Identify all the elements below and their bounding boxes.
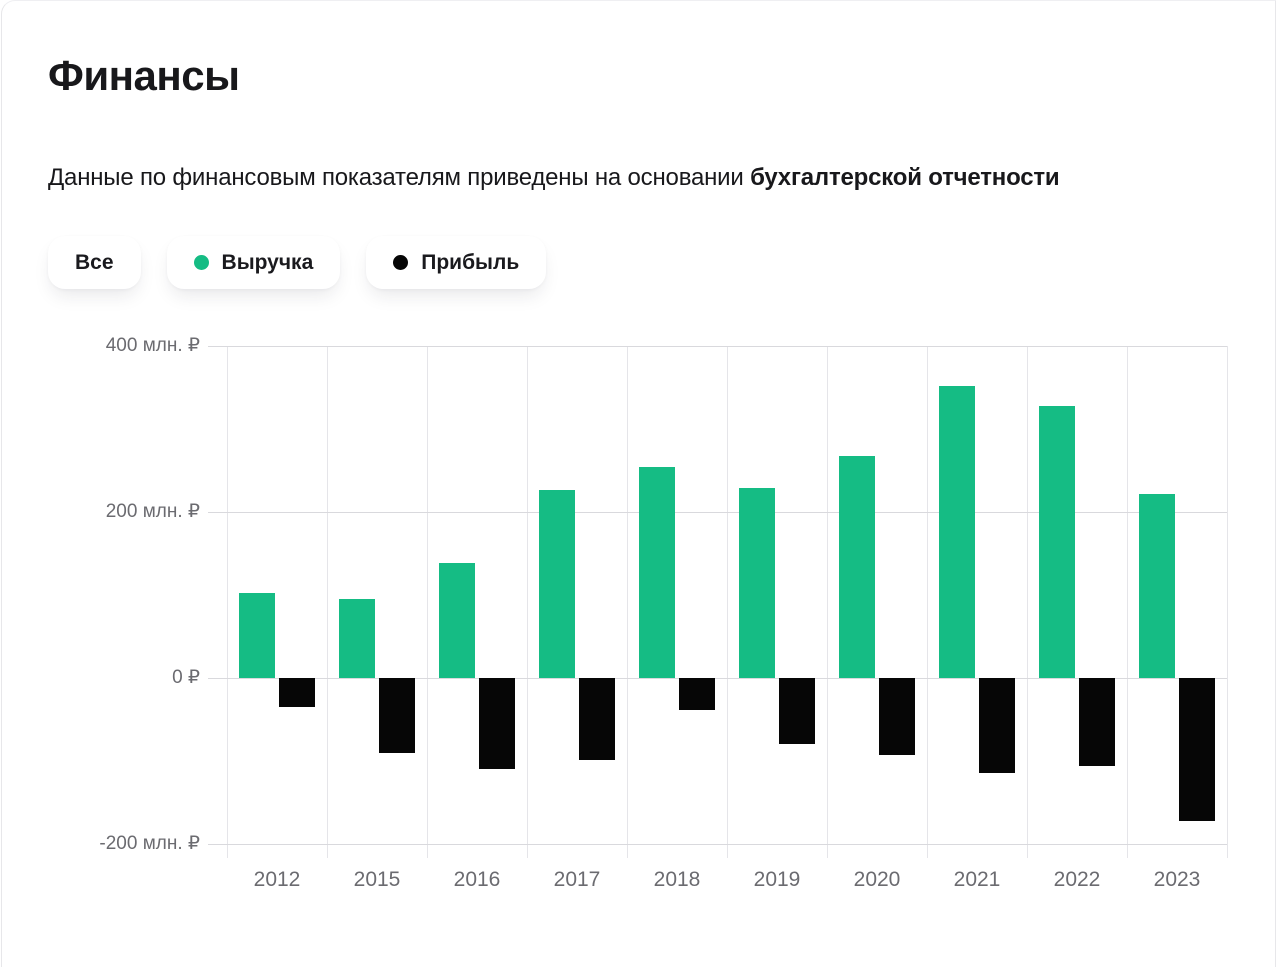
vertical-gridline [227,346,228,858]
filter-button-label: Выручка [221,250,314,274]
horizontal-gridline-400 [208,346,1227,347]
finance-bar-chart: 400 млн. ₽ 200 млн. ₽ 0 ₽ -200 млн. ₽ 2012 2… [99,335,1228,891]
horizontal-gridline-200 [208,512,1227,513]
bar-profit-2022[interactable] [1079,678,1115,766]
vertical-gridline [1227,346,1228,858]
bar-revenue-2022[interactable] [1039,405,1075,678]
bar-revenue-2012[interactable] [239,593,275,678]
vertical-gridline [827,346,828,858]
bar-profit-2012[interactable] [279,678,315,708]
filter-buttons-row: Все Выручка Прибыль [48,236,547,289]
revenue-legend-dot-icon [193,255,209,270]
page-title: Финансы [48,52,240,99]
filter-button-all[interactable]: Все [48,236,141,289]
bar-revenue-2021[interactable] [939,385,975,678]
bar-profit-2018[interactable] [679,678,715,710]
vertical-gridline [1027,346,1028,858]
subtitle-text: Данные по финансовым показателям приведе… [48,164,751,191]
vertical-gridline [927,346,928,858]
filter-button-label: Все [75,250,114,274]
x-tick-label-2021: 2021 [953,868,1001,891]
bar-profit-2023[interactable] [1179,678,1215,821]
subtitle-bold-text: бухгалтерской отчетности [750,164,1060,191]
bar-revenue-2018[interactable] [639,467,675,678]
x-tick-label-2016: 2016 [453,868,501,891]
x-tick-label-2022: 2022 [1053,868,1101,891]
bar-profit-2017[interactable] [579,678,615,761]
bar-revenue-2015[interactable] [339,599,375,678]
bar-profit-2021[interactable] [979,678,1015,773]
x-tick-label-2023: 2023 [1153,868,1201,891]
vertical-gridline [1127,346,1128,858]
x-tick-label-2012: 2012 [253,868,301,891]
vertical-gridline [527,346,528,858]
vertical-gridline [627,346,628,858]
vertical-gridline [427,346,428,858]
horizontal-gridline--200 [208,844,1227,845]
bar-revenue-2020[interactable] [839,456,875,678]
filter-button-revenue[interactable]: Выручка [166,236,341,289]
horizontal-gridline-0 [208,678,1227,679]
x-tick-label-2018: 2018 [653,868,701,891]
bar-profit-2015[interactable] [379,678,415,753]
y-tick-label--200: -200 млн. ₽ [99,833,200,854]
bar-revenue-2019[interactable] [739,487,775,678]
bar-revenue-2016[interactable] [439,563,475,678]
y-tick-label-400: 400 млн. ₽ [105,335,200,356]
profit-legend-dot-icon [393,255,409,270]
x-tick-label-2019: 2019 [753,868,801,891]
vertical-gridline [727,346,728,858]
bar-revenue-2017[interactable] [539,489,575,678]
y-tick-label-0: 0 ₽ [172,667,200,688]
x-tick-label-2017: 2017 [553,868,601,891]
x-tick-label-2020: 2020 [853,868,901,891]
subtitle: Данные по финансовым показателям приведе… [48,164,1060,192]
plot-area [208,346,1228,858]
x-tick-label-2015: 2015 [353,868,401,891]
vertical-gridline [327,346,328,858]
bar-revenue-2023[interactable] [1139,493,1175,678]
bar-profit-2019[interactable] [779,678,815,745]
bar-profit-2016[interactable] [479,678,515,770]
filter-button-profit[interactable]: Прибыль [366,236,547,289]
bar-profit-2020[interactable] [879,678,915,756]
y-tick-label-200: 200 млн. ₽ [105,501,200,522]
filter-button-label: Прибыль [421,250,520,274]
